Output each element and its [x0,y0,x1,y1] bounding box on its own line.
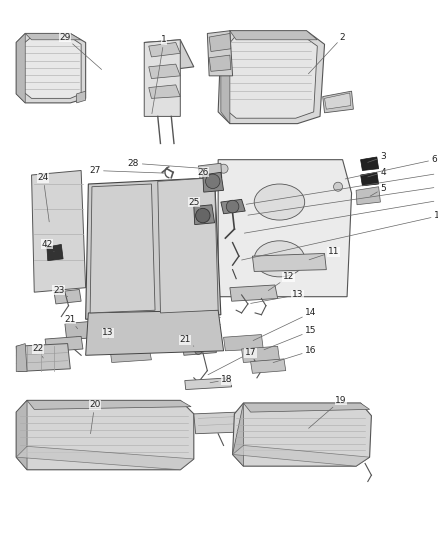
Polygon shape [182,337,216,356]
Polygon shape [233,403,371,466]
Ellipse shape [219,164,228,173]
Text: 6: 6 [345,155,438,179]
Text: 29: 29 [59,33,102,69]
Polygon shape [230,285,278,301]
Text: 10: 10 [242,211,438,260]
Text: 21: 21 [65,314,78,329]
Polygon shape [54,289,81,304]
Polygon shape [16,34,86,103]
Polygon shape [144,40,180,116]
Text: 9: 9 [244,196,438,233]
Polygon shape [223,335,263,351]
Polygon shape [325,93,351,109]
Polygon shape [65,321,97,340]
Polygon shape [233,403,244,466]
Text: 24: 24 [38,173,49,222]
Polygon shape [194,205,215,224]
Polygon shape [233,446,370,466]
Polygon shape [360,157,378,171]
Text: 20: 20 [89,400,100,434]
Text: 11: 11 [309,247,339,260]
Polygon shape [203,172,223,192]
Polygon shape [22,37,81,99]
Text: 25: 25 [188,198,201,212]
Polygon shape [149,64,180,78]
Polygon shape [218,31,325,124]
Polygon shape [226,35,317,118]
Polygon shape [185,378,232,390]
Polygon shape [242,346,279,362]
Text: 17: 17 [208,348,256,375]
Text: 8: 8 [248,182,438,215]
Polygon shape [86,177,221,319]
Polygon shape [47,245,63,261]
Polygon shape [251,359,286,373]
Text: 18: 18 [210,375,233,384]
Polygon shape [230,31,317,40]
Text: 21: 21 [179,335,194,346]
Polygon shape [221,31,230,124]
Polygon shape [110,346,152,362]
Text: 13: 13 [251,290,303,303]
Text: 42: 42 [41,240,54,252]
Ellipse shape [226,200,239,213]
Text: 13: 13 [102,328,114,338]
Polygon shape [27,400,191,409]
Polygon shape [209,34,231,52]
Polygon shape [95,332,126,346]
Text: 27: 27 [89,166,164,175]
Ellipse shape [205,174,220,189]
Polygon shape [323,91,353,113]
Polygon shape [158,177,218,313]
Text: 5: 5 [370,184,386,196]
Polygon shape [356,187,381,205]
Text: 16: 16 [273,346,317,362]
Polygon shape [149,43,180,57]
Text: 26: 26 [197,168,209,180]
Polygon shape [360,172,378,186]
Polygon shape [90,184,155,313]
Polygon shape [149,85,180,99]
Polygon shape [218,160,352,297]
Polygon shape [144,40,194,71]
Text: 3: 3 [368,152,386,163]
Polygon shape [25,34,81,40]
Text: 22: 22 [32,344,43,358]
Ellipse shape [334,182,343,191]
Polygon shape [16,446,194,470]
Polygon shape [209,55,231,71]
Text: 12: 12 [268,272,294,290]
Polygon shape [77,91,86,103]
Polygon shape [221,199,245,214]
Text: 2: 2 [308,33,346,74]
Polygon shape [16,400,194,470]
Polygon shape [45,336,83,352]
Polygon shape [16,400,27,470]
Text: 1: 1 [152,35,167,114]
Text: 14: 14 [253,309,317,341]
Polygon shape [207,31,233,76]
Ellipse shape [254,241,305,277]
Polygon shape [252,253,326,271]
Text: 7: 7 [246,169,438,204]
Text: 23: 23 [53,286,67,297]
Polygon shape [198,163,222,180]
Text: 19: 19 [309,396,346,429]
Text: 15: 15 [264,326,317,350]
Text: 28: 28 [128,159,205,168]
Ellipse shape [195,347,202,354]
Polygon shape [194,412,244,434]
Polygon shape [16,344,27,372]
Polygon shape [244,403,370,412]
Polygon shape [32,171,86,292]
Ellipse shape [196,208,210,223]
Polygon shape [16,344,71,372]
Polygon shape [16,34,25,103]
Polygon shape [86,310,223,356]
Ellipse shape [254,184,305,220]
Text: 4: 4 [368,168,386,177]
